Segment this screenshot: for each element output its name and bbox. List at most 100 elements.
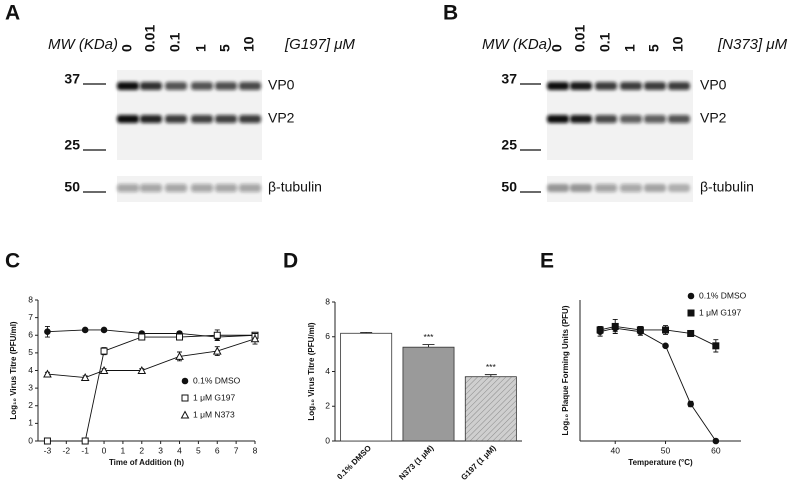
lane-label: 10 xyxy=(670,36,686,52)
band-label: VP0 xyxy=(268,77,295,93)
panel-letter: A xyxy=(5,2,20,25)
blot-band xyxy=(191,82,213,90)
legend-label: 0.1% DMSO xyxy=(699,290,747,300)
data-point xyxy=(213,331,221,339)
data-point xyxy=(137,365,147,374)
blot-band xyxy=(570,184,592,192)
x-tick-label: 2 xyxy=(139,445,144,455)
mw-marker: 50 xyxy=(501,179,517,195)
blot-band xyxy=(117,184,139,192)
blot-band xyxy=(165,184,187,192)
data-point xyxy=(99,365,109,374)
legend-label: 1 μM N373 xyxy=(193,409,235,419)
y-tick-label: 4 xyxy=(325,366,330,376)
data-point xyxy=(687,329,695,337)
mw-marker: 50 xyxy=(64,179,80,195)
blot-band xyxy=(595,184,617,192)
blot-band xyxy=(620,82,642,90)
blot-band xyxy=(117,115,139,123)
legend-label: 1 μM G197 xyxy=(699,307,741,317)
y-axis-title: Log₁₀ Virus Titre (PFU/ml) xyxy=(9,321,18,420)
panel-letter: B xyxy=(443,2,458,25)
lane-label: 5 xyxy=(646,44,662,52)
mw-marker: 25 xyxy=(64,137,80,153)
x-tick-label: -2 xyxy=(63,445,71,455)
treatment-label: [G197] μM xyxy=(284,36,355,53)
data-point xyxy=(138,333,146,341)
x-tick-label: 6 xyxy=(215,445,220,455)
data-point xyxy=(611,322,619,330)
data-point xyxy=(712,437,720,445)
y-tick-label: 7 xyxy=(28,312,33,322)
legend-marker xyxy=(181,394,189,402)
data-point xyxy=(687,400,694,408)
blot-band xyxy=(644,115,666,123)
blot-band xyxy=(140,82,162,90)
data-point xyxy=(176,333,184,341)
mw-marker: 37 xyxy=(64,71,80,87)
blot-band xyxy=(215,115,237,123)
x-tick-label: 4 xyxy=(177,445,182,455)
y-tick-label: 3 xyxy=(28,382,33,392)
data-point xyxy=(662,326,670,334)
x-tick-label: 0.1% DMSO xyxy=(335,444,373,482)
x-tick-label: 0 xyxy=(102,445,107,455)
x-tick-label: -3 xyxy=(44,445,52,455)
blot-band xyxy=(570,115,592,123)
blot-band xyxy=(165,115,187,123)
lane-label: 5 xyxy=(217,44,233,52)
y-tick-label: 6 xyxy=(28,330,33,340)
data-point xyxy=(81,326,89,334)
lane-label: 0.01 xyxy=(142,25,158,52)
series-line xyxy=(600,327,717,442)
band-label: VP0 xyxy=(700,77,727,93)
x-tick-label: 7 xyxy=(234,445,239,455)
significance-label: *** xyxy=(486,362,497,372)
blot-band xyxy=(620,184,642,192)
mw-marker: 25 xyxy=(501,137,517,153)
blot-band xyxy=(215,82,237,90)
x-axis-title: Temperature (°C) xyxy=(628,458,693,467)
data-point xyxy=(43,437,51,445)
x-tick-label: G197 (1 μM) xyxy=(459,443,498,482)
data-point xyxy=(636,326,644,334)
band-label: β-tubulin xyxy=(700,179,754,195)
bar xyxy=(340,332,393,442)
blot-band xyxy=(668,82,690,90)
lane-label: 0 xyxy=(549,44,565,52)
blot-band xyxy=(117,82,139,90)
blot-band xyxy=(239,82,261,90)
lane-label: 1 xyxy=(193,44,209,52)
blot-band xyxy=(620,115,642,123)
blot-band xyxy=(239,184,261,192)
y-tick-label: 8 xyxy=(325,296,330,306)
y-axis-title: Log₁₀ Plaque Forming Units (PFU) xyxy=(561,305,570,435)
data-point xyxy=(712,342,720,350)
legend-marker xyxy=(181,377,189,385)
significance-label: *** xyxy=(424,332,435,342)
x-tick-label: 5 xyxy=(196,445,201,455)
data-point xyxy=(80,372,90,382)
band-label: VP2 xyxy=(268,110,295,126)
data-point xyxy=(100,326,108,334)
bar xyxy=(464,376,517,442)
y-axis-title: Log₁₀ Virus Titre (PFU/ml) xyxy=(307,322,316,421)
blot-band xyxy=(547,184,569,192)
band-label: β-tubulin xyxy=(268,179,322,195)
mw-label: MW (KDa) xyxy=(48,36,118,53)
legend-marker xyxy=(687,309,695,317)
data-point xyxy=(250,334,260,343)
lane-label: 0.1 xyxy=(167,32,183,52)
error-bar xyxy=(484,374,497,377)
series-line xyxy=(47,334,255,442)
blot-band xyxy=(668,115,690,123)
legend-marker xyxy=(180,410,190,419)
blot-band xyxy=(570,82,592,90)
lane-label: 0.01 xyxy=(572,25,588,52)
mw-marker: 37 xyxy=(501,71,517,87)
lane-label: 0 xyxy=(119,44,135,52)
error-bar xyxy=(422,344,435,348)
x-tick-label: 1 xyxy=(121,445,126,455)
